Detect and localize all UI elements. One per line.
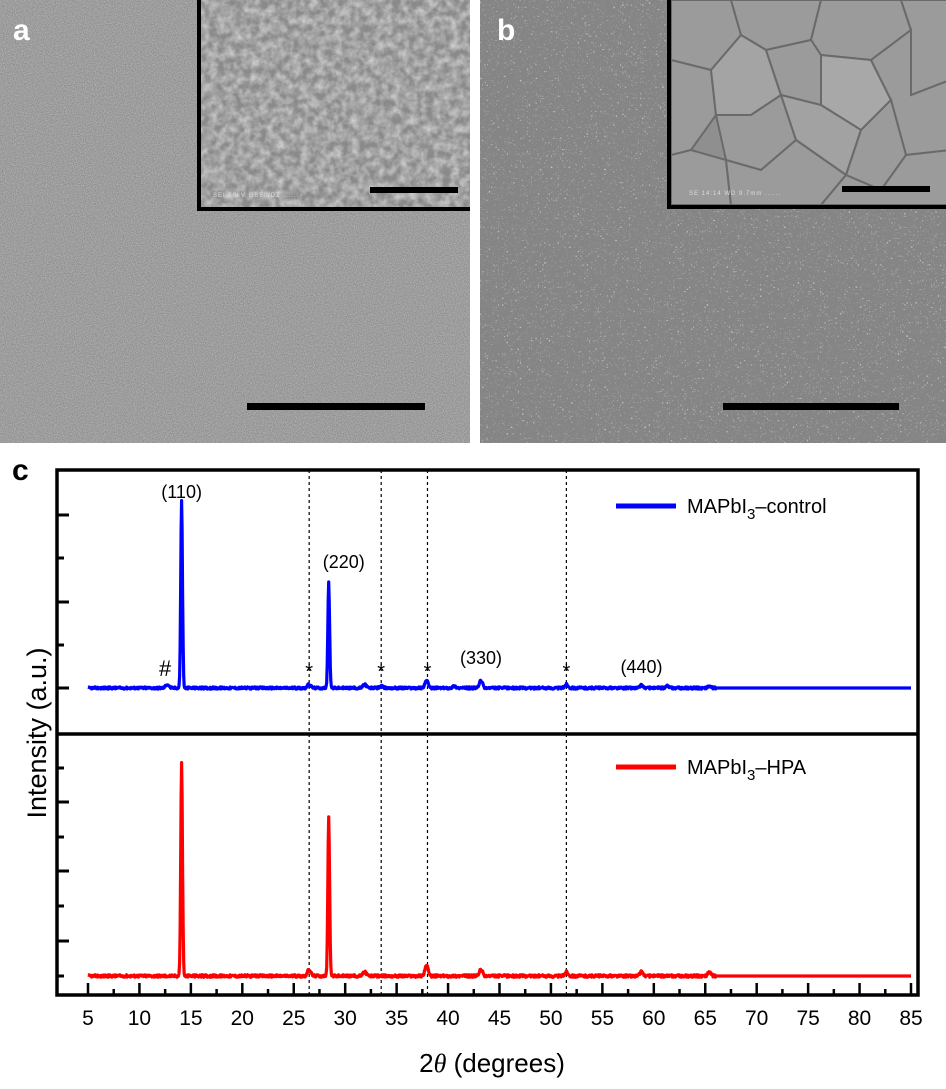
series-control-line (86, 499, 913, 691)
x-tick-label: 35 (385, 1007, 408, 1030)
x-axis-label-suffix: (degrees) (446, 1048, 565, 1078)
panel-label-b: b (497, 14, 516, 47)
x-tick-label: 80 (848, 1007, 871, 1030)
peak-label: (220) (323, 552, 365, 572)
inset-scale-bar-b (842, 186, 930, 192)
xrd-trace-hpa (86, 761, 913, 979)
panel-label-a: a (13, 14, 30, 47)
legend-control: MAPbI3–control (616, 496, 827, 523)
y-axis-label: Intensity (a.u.) (22, 647, 52, 818)
impurity-marker: * (377, 661, 385, 683)
x-axis-ticks (86, 983, 913, 995)
xrd-chart: 5 10 15 20 25 30 35 40 45 50 55 60 65 70 75 80 85 (110)(… (22, 468, 923, 1078)
impurity-marker: * (424, 661, 432, 683)
x-tick-label: 45 (488, 1007, 511, 1030)
inset-meta-text-a: SEI 50kV GB50/DZ ...... (213, 193, 300, 199)
x-tick-label: 85 (899, 1007, 922, 1030)
peak-label: (110) (161, 482, 202, 502)
x-tick-label: 70 (745, 1007, 768, 1030)
impurity-marker: * (305, 661, 313, 683)
hash-marker: # (159, 656, 172, 681)
x-tick-label: 30 (334, 1007, 357, 1030)
scale-bar-b (723, 403, 899, 410)
x-axis-label-theta: θ (434, 1049, 447, 1078)
legend-label: MAPbI3–control (687, 496, 827, 523)
inset-scale-bar-a (370, 187, 458, 193)
x-tick-label: 60 (642, 1007, 665, 1030)
plot-frame (55, 468, 920, 997)
x-tick-label: 10 (128, 1007, 151, 1030)
x-axis-label: 2θ (degrees) (419, 1048, 565, 1078)
x-tick-label: 55 (591, 1007, 614, 1030)
inset-grains-b (671, 0, 946, 205)
x-tick-label: 65 (694, 1007, 717, 1030)
sem-panel-a: SEI 50kV GB50/DZ ...... a (0, 0, 470, 443)
x-tick-label: 50 (539, 1007, 562, 1030)
sem-inset-a: SEI 50kV GB50/DZ ...... (197, 0, 470, 211)
inset-texture-a (201, 0, 470, 207)
x-tick-label: 40 (436, 1007, 459, 1030)
impurity-marker: * (562, 661, 570, 683)
panel-label-c: c (12, 454, 29, 487)
series-hpa-line (86, 761, 913, 979)
x-tick-label: 20 (231, 1007, 254, 1030)
scale-bar-a (247, 403, 425, 410)
x-tick-label: 15 (179, 1007, 202, 1030)
inset-meta-text-b: SE 14:14 WD 9.7mm ...... (689, 191, 782, 197)
sem-panel-b: SE 14:14 WD 9.7mm ...... b (480, 0, 946, 443)
legend-label: MAPbI3–HPA (687, 757, 807, 784)
x-tick-label: 25 (282, 1007, 305, 1030)
x-tick-label: 5 (82, 1007, 94, 1030)
xrd-trace-control (86, 499, 913, 691)
y-axis-ticks (57, 513, 69, 978)
x-axis-tick-labels: 5 10 15 20 25 30 35 40 45 50 55 60 65 70 75 80 85 (82, 1007, 923, 1030)
x-axis-label-prefix: 2 (419, 1048, 433, 1078)
x-tick-label: 75 (796, 1007, 819, 1030)
peak-label: (330) (460, 648, 502, 668)
legend-hpa: MAPbI3–HPA (616, 757, 807, 784)
peak-label: (440) (620, 657, 662, 677)
peak-annotations: (110) (220) (330) (440) # * * * * (159, 482, 662, 683)
sem-inset-b: SE 14:14 WD 9.7mm ...... (667, 0, 946, 209)
